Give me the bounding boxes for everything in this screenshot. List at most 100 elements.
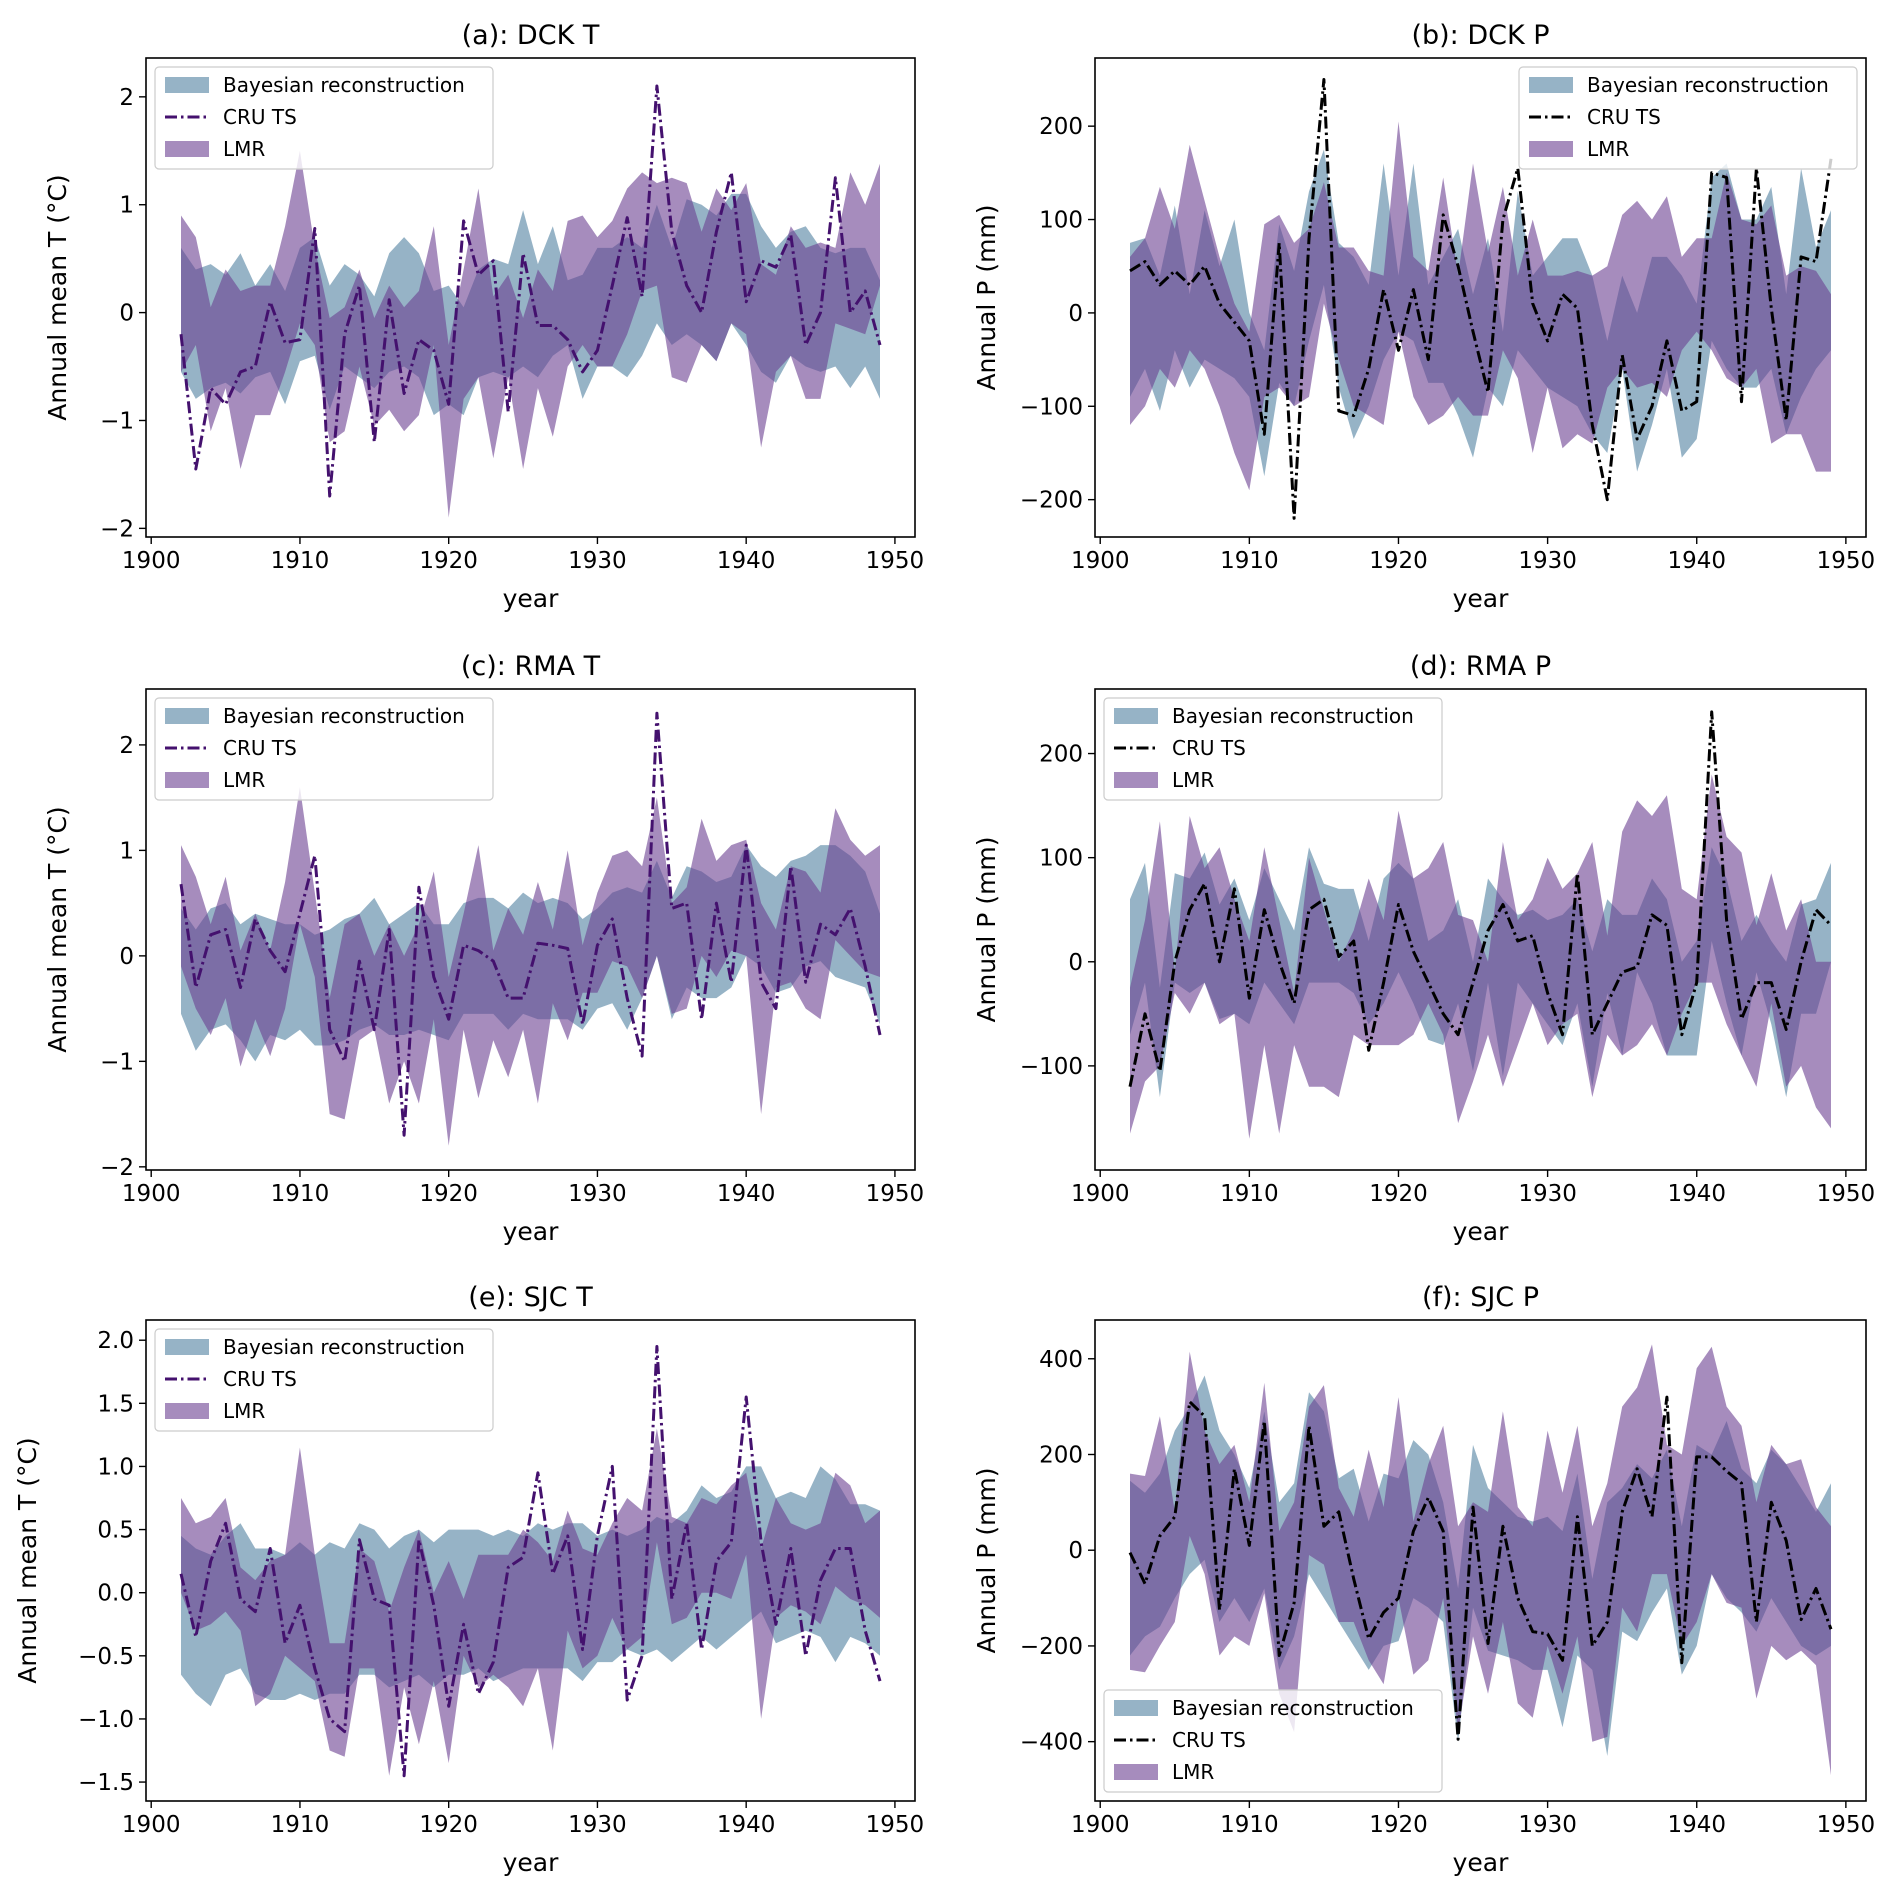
lmr-band [181,150,880,518]
x-tick-label: 1950 [1817,1812,1876,1838]
x-tick-label: 1900 [1071,1181,1130,1207]
x-tick-label: 1940 [717,1181,776,1207]
x-tick-label: 1940 [1667,548,1726,574]
y-tick-label: 2 [119,733,134,759]
legend-swatch-bayesian [165,77,209,93]
y-tick-label: −1 [100,1049,134,1075]
subplot-title: (c): RMA T [461,651,601,682]
y-axis-label: Annual P (mm) [972,204,1001,390]
x-tick-label: 1910 [1220,548,1279,574]
y-tick-label: −1.5 [78,1770,134,1796]
y-tick-label: 100 [1039,846,1083,872]
legend-swatch-lmr [165,141,209,157]
x-axis-label: year [503,1848,559,1877]
cru-ts-line [179,84,882,498]
y-tick-label: 1 [119,193,134,219]
y-tick-label: −100 [1020,1054,1083,1080]
x-tick-label: 1950 [866,1181,925,1207]
x-tick-label: 1900 [122,1181,181,1207]
y-tick-label: 0 [119,301,134,327]
subplot-d: 1900 1910 1920 1930 1940 1950 −100 0 100 200 (d): … [972,651,1875,1246]
y-tick-label: 200 [1039,742,1083,768]
legend-box [154,697,494,801]
y-tick-label: 2 [119,85,134,111]
x-tick-label: 1930 [568,1812,627,1838]
x-tick-label: 1950 [1817,1181,1876,1207]
cru-ts-line [1129,78,1833,520]
legend-swatch-bayesian [1114,1700,1158,1716]
y-tick-label: −200 [1020,488,1083,514]
legend-swatch-lmr [165,772,209,788]
y-axis-label: Annual mean T (°C) [43,174,72,420]
x-tick-label: 1920 [1369,1181,1428,1207]
lmr-band [1130,121,1831,491]
y-tick-label: 0 [1068,950,1083,976]
legend-lmr-label: LMR [1172,1760,1214,1784]
y-tick-label: 1.5 [97,1391,134,1417]
legend-swatch-bayesian [1114,708,1158,724]
y-tick-label: −2 [100,1155,134,1181]
subplot-title: (a): DCK T [462,20,600,51]
legend-box [1103,1689,1443,1793]
y-tick-label: 100 [1039,208,1083,234]
y-axis-label: Annual P (mm) [972,1467,1001,1653]
subplot-title: (d): RMA P [1410,651,1551,682]
y-axis-label: Annual mean T (°C) [43,806,72,1052]
legend-swatch-bayesian [1529,77,1573,93]
subplot-e: 1900 1910 1920 1930 1940 1950 −1.5 −1.0 −0.5 0.0 0… [13,1282,924,1877]
x-tick-label: 1940 [717,1812,776,1838]
y-tick-label: −1.0 [78,1707,134,1733]
y-tick-label: −2 [100,516,134,542]
subplot-title: (e): SJC T [468,1282,593,1313]
legend-bayesian-label: Bayesian reconstruction [1172,704,1414,728]
lmr-band [181,1428,880,1776]
y-tick-label: 0 [119,944,134,970]
legend-lmr-label: LMR [223,137,265,161]
x-tick-label: 1930 [1518,548,1577,574]
x-tick-label: 1950 [866,1812,925,1838]
y-tick-label: 0.0 [97,1581,134,1607]
x-tick-label: 1900 [122,1812,181,1838]
legend: Bayesian reconstruction CRU TS LMR [1103,697,1443,801]
legend-bayesian-label: Bayesian reconstruction [1587,73,1829,97]
x-tick-label: 1940 [1667,1812,1726,1838]
x-axis-label: year [1453,1217,1509,1246]
y-tick-label: 0 [1068,1538,1083,1564]
legend-box [1518,66,1858,170]
x-tick-label: 1920 [1369,1812,1428,1838]
x-tick-label: 1930 [1518,1181,1577,1207]
x-axis-label: year [503,1217,559,1246]
legend-bayesian-label: Bayesian reconstruction [1172,1696,1414,1720]
legend-bayesian-label: Bayesian reconstruction [223,1335,465,1359]
lmr-band [181,787,880,1146]
x-tick-label: 1920 [1369,548,1428,574]
legend-box [1103,697,1443,801]
y-tick-label: 200 [1039,1442,1083,1468]
y-axis-label: Annual P (mm) [972,836,1001,1022]
subplot-c: 1900 1910 1920 1930 1940 1950 −2 −1 0 1 2 (c): RMA … [43,651,924,1246]
cru-ts-line [1128,1395,1833,1741]
legend-lmr-label: LMR [223,768,265,792]
axes-frame [1094,1319,1867,1802]
x-tick-label: 1950 [866,548,925,574]
y-axis-label: Annual mean T (°C) [13,1437,42,1683]
legend-bayesian-label: Bayesian reconstruction [223,73,465,97]
y-tick-label: −100 [1020,394,1083,420]
lmr-band [1130,774,1831,1139]
y-tick-label: 400 [1039,1347,1083,1373]
x-tick-label: 1900 [1071,1812,1130,1838]
cru-ts-line [179,711,882,1137]
lmr-band [1130,1344,1831,1776]
axes-frame [1094,688,1867,1171]
subplot-a: 1900 1910 1920 1930 1940 1950 −2 −1 0 1 2 (a): DCK … [43,20,924,613]
x-tick-label: 1910 [271,1181,330,1207]
legend-cru-ts-label: CRU TS [1172,1728,1246,1752]
legend-lmr-label: LMR [1587,137,1629,161]
legend: Bayesian reconstruction CRU TS LMR [154,1328,494,1432]
x-tick-label: 1910 [1220,1812,1279,1838]
x-tick-label: 1900 [1071,548,1130,574]
legend-cru-ts-label: CRU TS [1172,736,1246,760]
legend-lmr-label: LMR [223,1399,265,1423]
x-axis-label: year [1453,584,1509,613]
